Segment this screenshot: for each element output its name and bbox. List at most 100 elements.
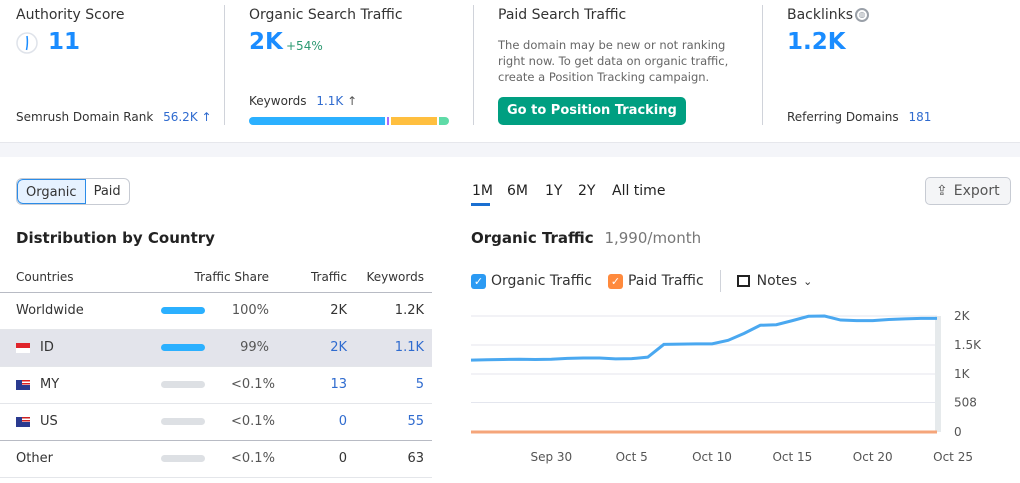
traffic-value: 0 xyxy=(338,451,347,466)
globe-icon[interactable]: ◍ xyxy=(855,8,869,22)
organic-checkbox[interactable]: ✓ xyxy=(471,273,486,289)
keywords-value[interactable]: 1.1K xyxy=(316,94,344,108)
export-button[interactable]: ⇪ Export xyxy=(925,177,1011,205)
legend-paid: Paid Traffic xyxy=(627,273,704,289)
toggle-paid[interactable]: Paid xyxy=(93,184,121,199)
keyword-distribution-bar xyxy=(249,117,449,125)
notes-dropdown[interactable]: Notes ⌄ xyxy=(736,273,813,289)
referring-domains-label: Referring Domains xyxy=(787,110,899,124)
tab-all-time[interactable]: All time xyxy=(612,183,666,199)
keywords-value[interactable]: 1.1K xyxy=(394,340,424,355)
hover-band xyxy=(935,316,941,432)
country-name[interactable]: US xyxy=(40,414,58,429)
flag-my-icon xyxy=(16,379,30,390)
keyword-segment xyxy=(390,117,438,125)
referring-domains-value[interactable]: 181 xyxy=(908,110,932,124)
distribution-title: Distribution by Country xyxy=(16,229,215,247)
traffic-value[interactable]: 0 xyxy=(338,414,347,429)
keywords-value[interactable]: 55 xyxy=(407,414,424,429)
y-tick-label: 2K xyxy=(954,309,971,323)
table-row[interactable]: MY <0.1% 13 5 xyxy=(0,366,432,404)
table-row[interactable]: US <0.1% 0 55 xyxy=(0,403,432,441)
share-bar xyxy=(161,455,205,462)
header-countries: Countries xyxy=(0,262,157,293)
x-tick-label: Oct 10 xyxy=(692,450,732,464)
arrow-up-icon: ↑ xyxy=(201,110,212,124)
active-tab-indicator xyxy=(471,203,490,206)
x-tick-label: Oct 25 xyxy=(933,450,973,464)
keywords-value: 1.2K xyxy=(394,303,424,318)
card-divider xyxy=(473,5,474,125)
paid-checkbox[interactable]: ✓ xyxy=(607,273,623,289)
paid-message: The domain may be new or not ranking rig… xyxy=(498,38,729,84)
keywords-value[interactable]: 5 xyxy=(415,377,424,392)
share-bar xyxy=(161,344,205,351)
header-traffic-share: Traffic Share xyxy=(157,262,277,293)
organic-traffic-line xyxy=(470,314,937,362)
table-row[interactable]: Worldwide 100% 2K 1.2K xyxy=(0,292,432,330)
chevron-down-icon: ⌄ xyxy=(803,274,813,288)
country-name: Worldwide xyxy=(16,303,84,318)
keyword-segment xyxy=(249,117,385,125)
x-tick-label: Oct 5 xyxy=(616,450,648,464)
tab-2y[interactable]: 2Y xyxy=(578,183,596,199)
share-value: <0.1% xyxy=(231,377,275,392)
share-bar xyxy=(161,307,205,314)
traffic-value[interactable]: 2K xyxy=(330,340,347,355)
keyword-segment xyxy=(386,117,389,125)
section-divider xyxy=(0,142,1020,157)
upload-icon: ⇪ xyxy=(936,183,948,199)
domain-rank-value[interactable]: 56.2K xyxy=(163,110,198,124)
keyword-segment xyxy=(439,117,449,125)
card-divider xyxy=(762,5,763,125)
flag-id-icon xyxy=(16,342,30,353)
country-name[interactable]: MY xyxy=(40,377,60,392)
x-tick-label: Sep 30 xyxy=(530,450,572,464)
arrow-up-icon: ↑ xyxy=(347,94,358,108)
authority-title: Authority Score xyxy=(16,7,125,23)
country-name: Other xyxy=(16,451,53,466)
authority-gauge-icon xyxy=(16,32,38,54)
share-value: 99% xyxy=(240,340,269,355)
share-bar xyxy=(161,418,205,425)
chart-title: Organic Traffic xyxy=(471,229,594,247)
keywords-value: 63 xyxy=(407,451,424,466)
country-name[interactable]: ID xyxy=(40,340,54,355)
x-tick-label: Oct 20 xyxy=(853,450,893,464)
y-tick-label: 0 xyxy=(954,425,962,439)
header-traffic: Traffic xyxy=(277,262,347,293)
position-tracking-button[interactable]: Go to Position Tracking xyxy=(498,97,686,125)
authority-score: 11 xyxy=(48,29,81,55)
backlinks-value[interactable]: 1.2K xyxy=(787,29,846,55)
table-row[interactable]: ID 99% 2K 1.1K xyxy=(0,329,432,367)
domain-rank-label: Semrush Domain Rank xyxy=(16,110,154,124)
x-tick-label: Oct 15 xyxy=(772,450,812,464)
y-tick-label: 508 xyxy=(954,396,977,410)
toggle-organic[interactable]: Organic xyxy=(17,179,86,204)
share-value: <0.1% xyxy=(231,451,275,466)
legend-divider xyxy=(719,270,721,292)
traffic-value[interactable]: 13 xyxy=(330,377,347,392)
tab-6m[interactable]: 6M xyxy=(507,183,528,199)
flag-us-icon xyxy=(16,416,30,427)
share-value: 100% xyxy=(231,303,269,318)
organic-title: Organic Search Traffic xyxy=(249,7,403,23)
country-table: Countries Traffic Share Traffic Keywords… xyxy=(0,262,432,478)
tab-1y[interactable]: 1Y xyxy=(545,183,563,199)
y-tick-label: 1.5K xyxy=(954,338,982,352)
share-value: <0.1% xyxy=(231,414,275,429)
keywords-label: Keywords xyxy=(249,94,307,108)
y-tick-label: 1K xyxy=(954,367,971,381)
share-bar xyxy=(161,381,205,388)
tab-1m[interactable]: 1M xyxy=(472,183,493,199)
legend-organic: Organic Traffic xyxy=(491,273,592,289)
card-divider xyxy=(224,5,225,125)
organic-value[interactable]: 2K xyxy=(249,29,283,55)
table-row[interactable]: Other <0.1% 0 63 xyxy=(0,440,432,478)
chart-value: 1,990/month xyxy=(604,229,702,247)
traffic-value: 2K xyxy=(330,303,347,318)
organic-paid-toggle: Organic Paid xyxy=(16,178,130,205)
comment-icon xyxy=(736,275,750,287)
header-keywords: Keywords xyxy=(347,262,432,293)
